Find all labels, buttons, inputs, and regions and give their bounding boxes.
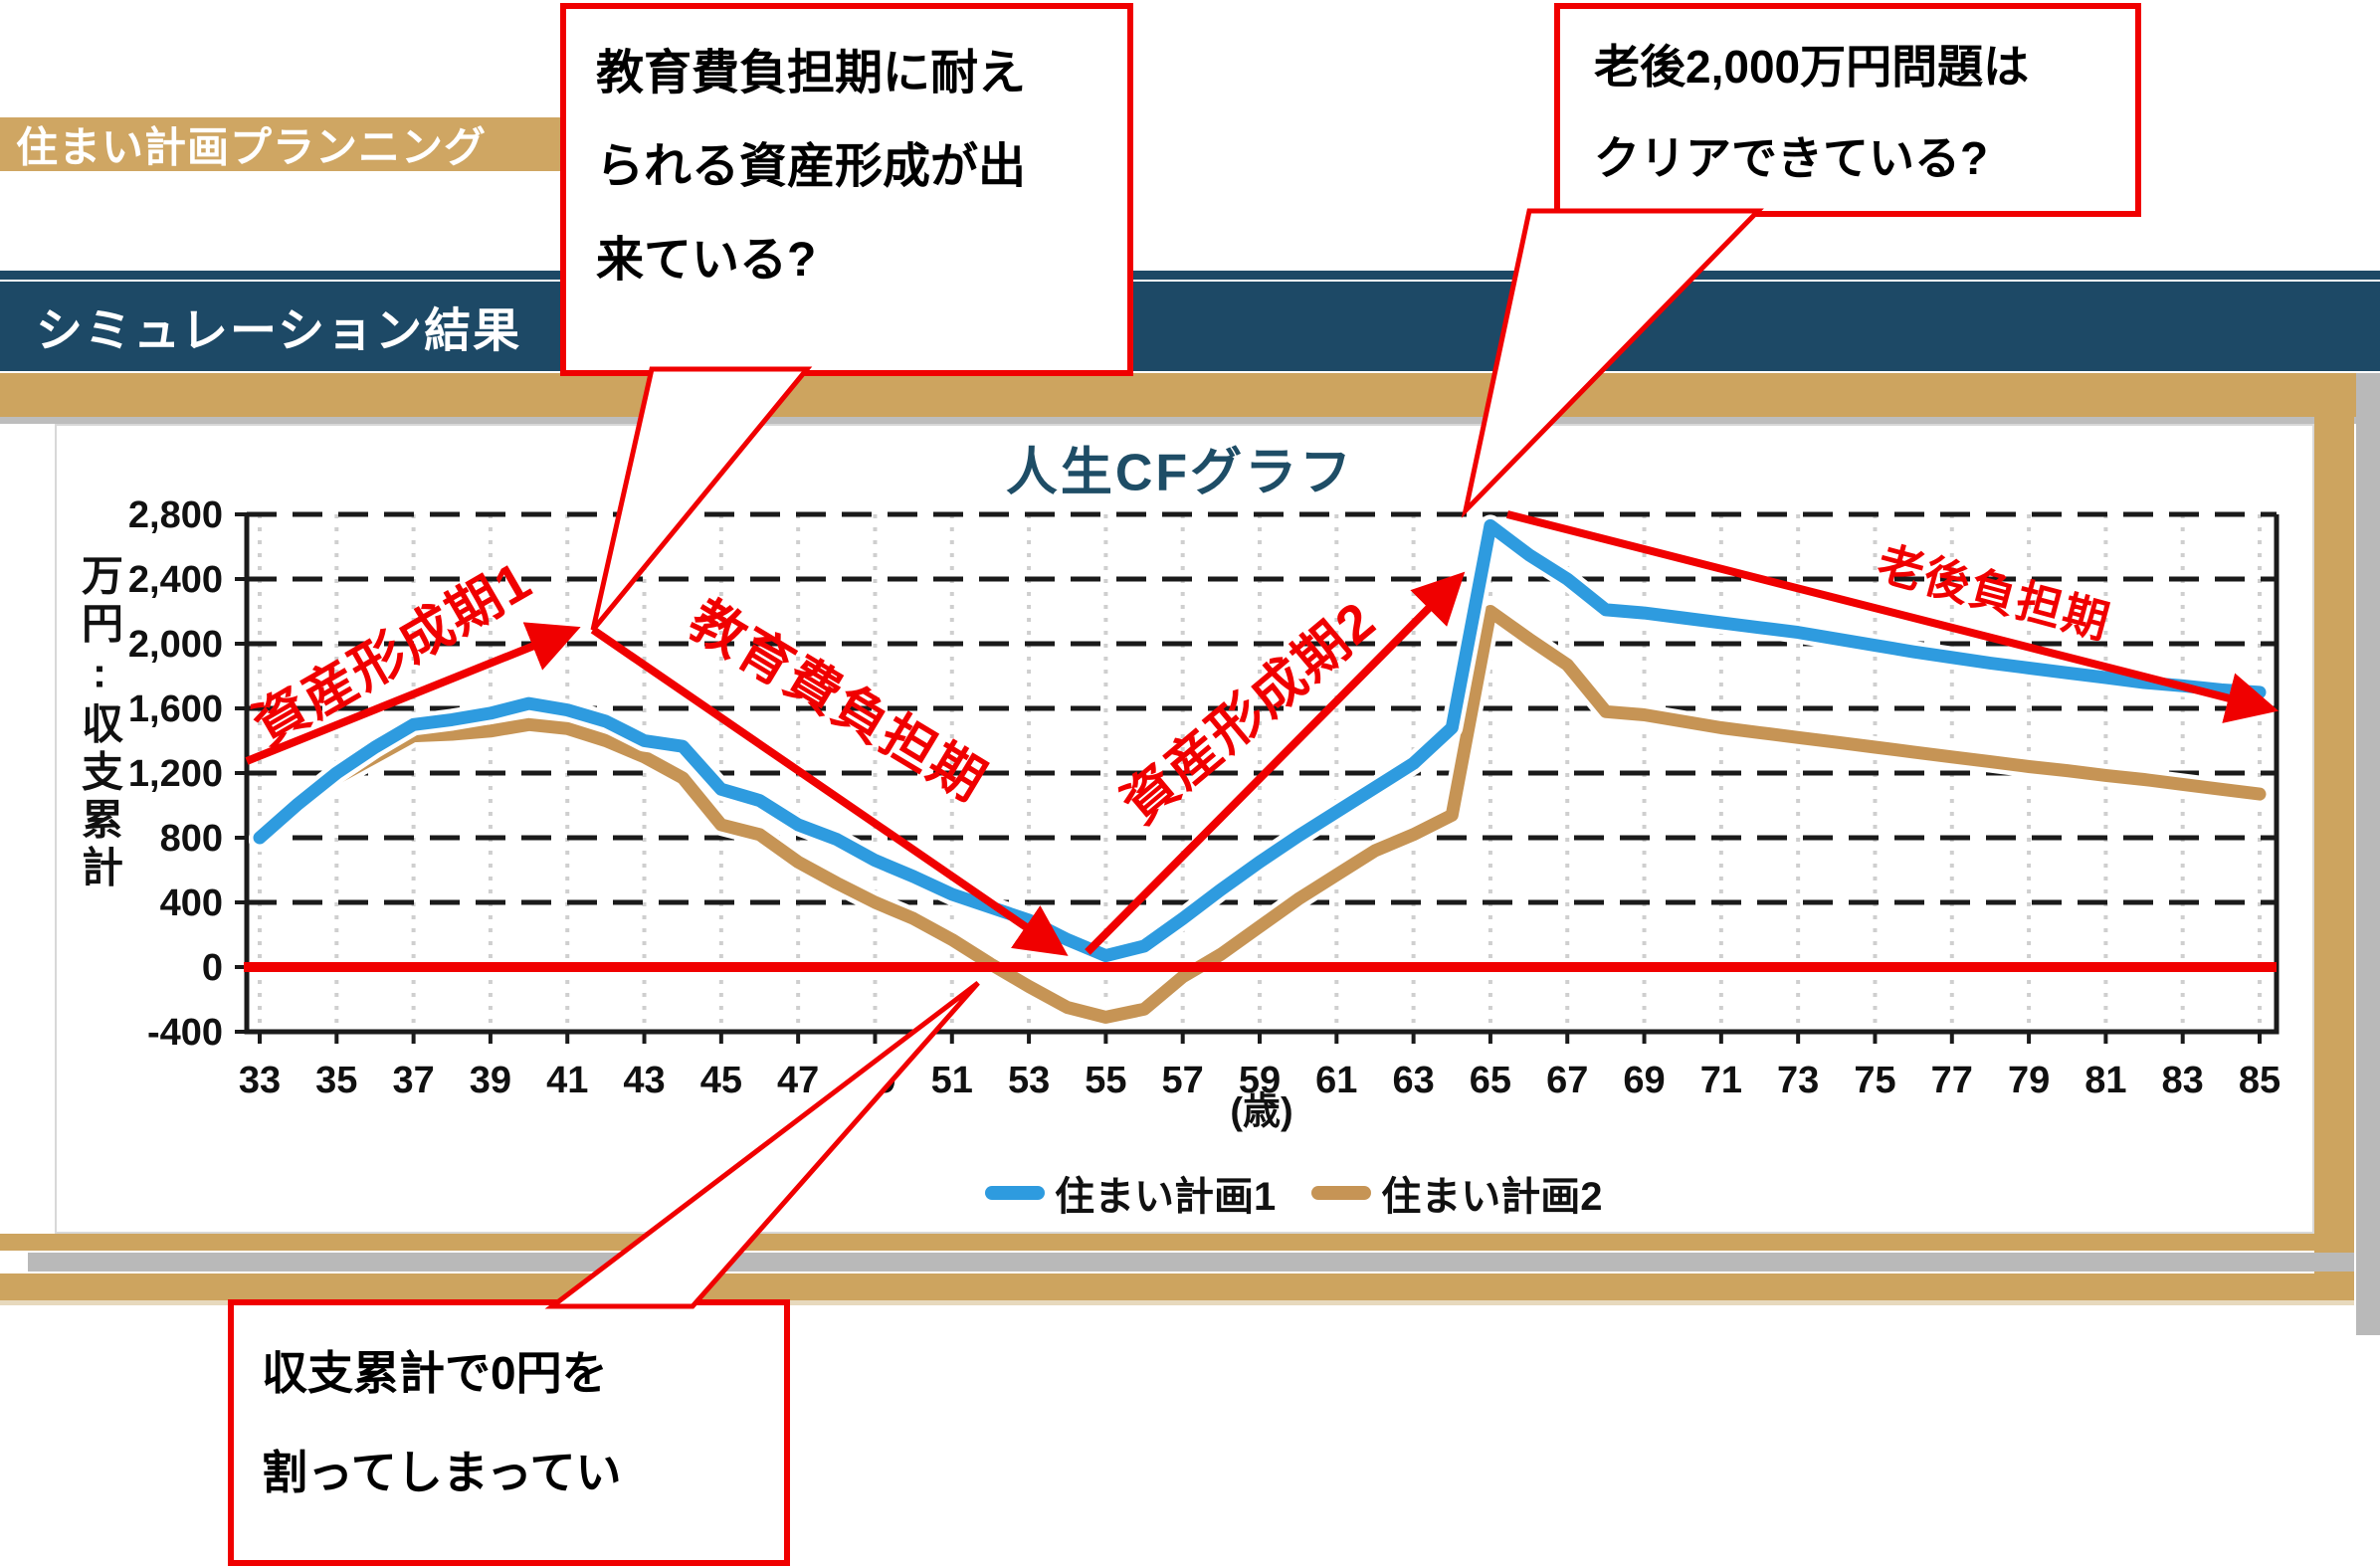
x-tick-label: 63 xyxy=(1392,1060,1434,1101)
x-tick-label: 85 xyxy=(2239,1060,2281,1101)
callout-line: 収支累計で0円を xyxy=(262,1347,608,1399)
x-tick-label: 79 xyxy=(2008,1060,2050,1101)
chart-legend: 住まい計画1 住まい計画2 xyxy=(985,1164,1629,1222)
callout-line: 教育費負担期に耐え xyxy=(596,47,1027,99)
chart-frame-right xyxy=(2314,373,2354,1301)
x-tick-label: 57 xyxy=(1162,1060,1204,1101)
x-tick-label: 49 xyxy=(854,1060,895,1101)
x-tick-label: 45 xyxy=(700,1060,742,1101)
x-tick-label: 75 xyxy=(1854,1060,1895,1101)
y-tick-label: 2,400 xyxy=(128,559,223,601)
x-tick-label: 53 xyxy=(1008,1060,1050,1101)
callout-line: クリアできている? xyxy=(1594,132,1989,184)
x-tick-label: 43 xyxy=(623,1060,665,1101)
section-banner: シミュレーション結果 xyxy=(0,282,2380,371)
legend-swatch-plan1 xyxy=(985,1186,1045,1200)
bottom-strip-fade xyxy=(0,1300,2354,1305)
chart-title: 人生CFグラフ xyxy=(1005,444,1355,502)
y-tick-label: 1,600 xyxy=(128,688,223,730)
y-tick-label: 1,200 xyxy=(128,753,223,795)
chart-frame-top-shadow xyxy=(0,417,2380,424)
x-tick-label: 61 xyxy=(1315,1060,1357,1101)
callout-line: 老後2,000万円問題は xyxy=(1594,41,2030,93)
navy-divider-line xyxy=(0,271,2380,280)
x-tick-label: 35 xyxy=(315,1060,357,1101)
callout-below-zero: 収支累計で0円を 割ってしまってい xyxy=(228,1299,790,1566)
x-tick-label: 77 xyxy=(1931,1060,1973,1101)
y-tick-label: 800 xyxy=(160,818,223,860)
callout-line: 割ってしまってい xyxy=(262,1447,622,1498)
top-strip-label: 住まい計画プランニング xyxy=(16,123,488,171)
legend-label-plan1: 住まい計画1 xyxy=(1055,1175,1277,1219)
callout-education-period: 教育費負担期に耐え られる資産形成が出 来ている? xyxy=(560,3,1133,376)
y-axis-title: 万円:収支累計 xyxy=(76,553,123,893)
y-tick-label: -400 xyxy=(147,1012,223,1054)
x-tick-label: 55 xyxy=(1085,1060,1126,1101)
x-tick-label: 41 xyxy=(546,1060,588,1101)
page-edge-right xyxy=(2356,373,2380,1335)
x-tick-label: 47 xyxy=(777,1060,819,1101)
x-tick-label: 69 xyxy=(1623,1060,1665,1101)
bottom-section-strip xyxy=(0,1273,2354,1300)
x-tick-label: 33 xyxy=(239,1060,281,1101)
x-tick-label: 73 xyxy=(1777,1060,1819,1101)
x-tick-label: 65 xyxy=(1470,1060,1511,1101)
x-tick-label: 83 xyxy=(2162,1060,2204,1101)
x-tick-label: 81 xyxy=(2084,1060,2126,1101)
x-tick-label: 39 xyxy=(470,1060,511,1101)
y-tick-label: 2,000 xyxy=(128,624,223,666)
plot-border xyxy=(244,514,2280,1035)
x-axis-title: (歳) xyxy=(1230,1090,1293,1133)
callout-line: 来ている? xyxy=(596,234,817,287)
callout-retirement-20m: 老後2,000万円問題は クリアできている? xyxy=(1554,3,2141,217)
y-tick-label: 400 xyxy=(160,882,223,924)
x-tick-label: 59 xyxy=(1239,1060,1281,1101)
chart-frame-top xyxy=(0,373,2380,417)
x-tick-label: 71 xyxy=(1700,1060,1742,1101)
x-tick-label: 51 xyxy=(931,1060,973,1101)
legend-swatch-plan2 xyxy=(1311,1186,1372,1200)
legend-label-plan2: 住まい計画2 xyxy=(1381,1175,1603,1219)
x-tick-label: 37 xyxy=(392,1060,434,1101)
y-tick-label: 0 xyxy=(202,947,223,989)
callout-line: られる資産形成が出 xyxy=(596,140,1027,193)
section-banner-label: シミュレーション結果 xyxy=(36,303,522,357)
x-tick-label: 67 xyxy=(1546,1060,1588,1101)
y-tick-label: 2,800 xyxy=(128,494,223,536)
